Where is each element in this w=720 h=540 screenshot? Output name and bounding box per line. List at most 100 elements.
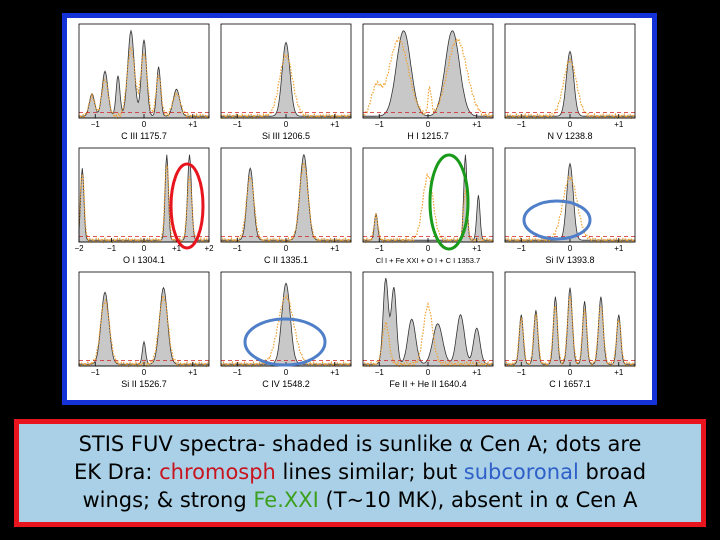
tick-label: 0: [568, 120, 573, 129]
tick-label: −1: [517, 368, 527, 377]
panel-label-11: Fe II + He II 1640.4: [389, 379, 466, 389]
panel-label-5: O I 1304.1: [123, 255, 165, 265]
panel-7: −1 0 +1 Cl I + Fe XXI + O I + C I 1353.7: [362, 147, 494, 265]
panel-label-2: Si III 1206.5: [262, 131, 310, 141]
shaded-spectrum-5: [78, 154, 210, 243]
panel-10: −1 0 +1 C IV 1548.2: [220, 271, 352, 389]
caption-text-1: STIS FUV spectra- shaded is sunlike α Ce…: [78, 432, 642, 456]
dotted-spectrum-3: [362, 36, 494, 120]
tick-label: 0: [284, 120, 289, 129]
tick-label: +1: [172, 244, 182, 253]
panel-label-6: C II 1335.1: [264, 255, 308, 265]
caption-line-2: EK Dra: chromosph lines similar; but sub…: [19, 458, 701, 486]
panel-label-9: Si II 1526.7: [121, 379, 167, 389]
tick-label: −1: [375, 120, 385, 129]
tick-label: 0: [426, 120, 431, 129]
shaded-spectrum-11: [362, 278, 494, 367]
panel-frame-7: [362, 147, 494, 243]
panel-label-8: Si IV 1393.8: [545, 255, 594, 265]
tick-label: −2: [74, 244, 84, 253]
panel-label-12: C I 1657.1: [549, 379, 591, 389]
shaded-spectrum-12: [504, 287, 636, 367]
tick-label: +1: [472, 120, 482, 129]
tick-label: 0: [142, 120, 147, 129]
caption-text-3a: wings; & strong: [82, 488, 254, 512]
caption-highlight-subcoronal: subcoronal: [463, 460, 579, 484]
tick-label: 0: [284, 368, 289, 377]
panel-12: −1 0 +1 C I 1657.1: [504, 271, 636, 389]
tick-label: −1: [233, 244, 243, 253]
caption-highlight-fexxi: Fe.XXI: [253, 488, 319, 512]
panel-6: −1 0 +1 C II 1335.1: [220, 147, 352, 265]
tick-label: 0: [142, 368, 147, 377]
panel-label-7: Cl I + Fe XXI + O I + C I 1353.7: [376, 256, 480, 265]
tick-label: −1: [375, 244, 385, 253]
spectra-figure: −1 0 +1 C III 1175.7 −1 0 +1 Si III 1206.5 −1 0 +1…: [62, 13, 657, 405]
panel-1: −1 0 +1 C III 1175.7: [78, 23, 210, 141]
dotted-spectrum-12: [504, 295, 636, 368]
tick-label: 0: [284, 244, 289, 253]
panel-9: −1 0 +1 Si II 1526.7: [78, 271, 210, 389]
tick-label: −1: [517, 244, 527, 253]
caption-box: STIS FUV spectra- shaded is sunlike α Ce…: [14, 419, 706, 527]
tick-label: −1: [91, 368, 101, 377]
spectra-grid: −1 0 +1 C III 1175.7 −1 0 +1 Si III 1206.5 −1 0 +1…: [74, 23, 636, 389]
tick-label: +1: [188, 120, 198, 129]
annotation-ellipse-2: [428, 153, 470, 251]
dotted-spectrum-4: [504, 58, 636, 120]
panel-label-3: H I 1215.7: [407, 131, 449, 141]
shaded-spectrum-9: [78, 286, 210, 367]
tick-label: −1: [91, 120, 101, 129]
tick-label: +2: [204, 244, 214, 253]
dotted-spectrum-8: [505, 176, 636, 244]
tick-label: −1: [233, 368, 243, 377]
tick-label: −1: [107, 244, 117, 253]
tick-label: +1: [330, 368, 340, 377]
dotted-spectrum-2: [220, 53, 352, 120]
tick-label: −1: [375, 368, 385, 377]
panel-label-4: N V 1238.8: [547, 131, 592, 141]
shaded-spectrum-10: [220, 282, 352, 367]
tick-label: −1: [233, 120, 243, 129]
tick-label: 0: [568, 244, 573, 253]
panel-4: −1 0 +1 N V 1238.8: [504, 23, 636, 141]
shaded-spectrum-2: [220, 41, 352, 119]
annotation-ellipse-4: [243, 317, 327, 367]
tick-label: +1: [614, 120, 624, 129]
dotted-spectrum-11: [362, 301, 493, 368]
caption-highlight-chromosph: chromosph: [159, 460, 276, 484]
dotted-spectrum-1: [78, 46, 210, 120]
tick-label: +1: [614, 244, 624, 253]
dotted-spectrum-7: [362, 172, 494, 244]
tick-label: +1: [188, 368, 198, 377]
dotted-spectrum-6: [220, 161, 352, 244]
panel-frame-6: [220, 147, 352, 243]
caption-line-1: STIS FUV spectra- shaded is sunlike α Ce…: [19, 430, 701, 458]
panel-2: −1 0 +1 Si III 1206.5: [220, 23, 352, 141]
caption-text-2b: lines similar; but: [275, 460, 464, 484]
dotted-spectrum-10: [220, 294, 352, 368]
tick-label: +1: [330, 120, 340, 129]
caption-text-2c: broad: [578, 460, 647, 484]
tick-label: +1: [472, 368, 482, 377]
tick-label: +1: [472, 244, 482, 253]
tick-label: −1: [517, 120, 527, 129]
shaded-spectrum-1: [78, 29, 210, 119]
caption-text-2a: EK Dra:: [73, 460, 160, 484]
caption-line-3: wings; & strong Fe.XXI (T~10 MK), absent…: [19, 486, 701, 514]
tick-label: 0: [568, 368, 573, 377]
tick-label: +1: [330, 244, 340, 253]
annotation-ellipse-3: [522, 199, 592, 241]
panel-8: −1 0 +1 Si IV 1393.8: [504, 147, 636, 265]
tick-label: +1: [614, 368, 624, 377]
panel-11: −1 0 +1 Fe II + He II 1640.4: [362, 271, 494, 389]
tick-label: 0: [142, 244, 147, 253]
annotation-ellipse-1: [169, 162, 205, 250]
tick-label: 0: [426, 368, 431, 377]
panel-3: −1 0 +1 H I 1215.7: [362, 23, 494, 141]
caption-text-3b: (T~10 MK), absent in α Cen A: [318, 488, 638, 512]
shaded-spectrum-6: [220, 153, 352, 243]
tick-label: 0: [426, 244, 431, 253]
panel-label-10: C IV 1548.2: [262, 379, 310, 389]
shaded-spectrum-7: [362, 154, 494, 243]
